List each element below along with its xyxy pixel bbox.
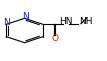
Text: O: O: [51, 34, 58, 43]
Text: N: N: [3, 18, 9, 27]
Text: HN: HN: [59, 17, 73, 26]
Text: NH: NH: [79, 17, 92, 26]
Text: N: N: [22, 12, 29, 21]
